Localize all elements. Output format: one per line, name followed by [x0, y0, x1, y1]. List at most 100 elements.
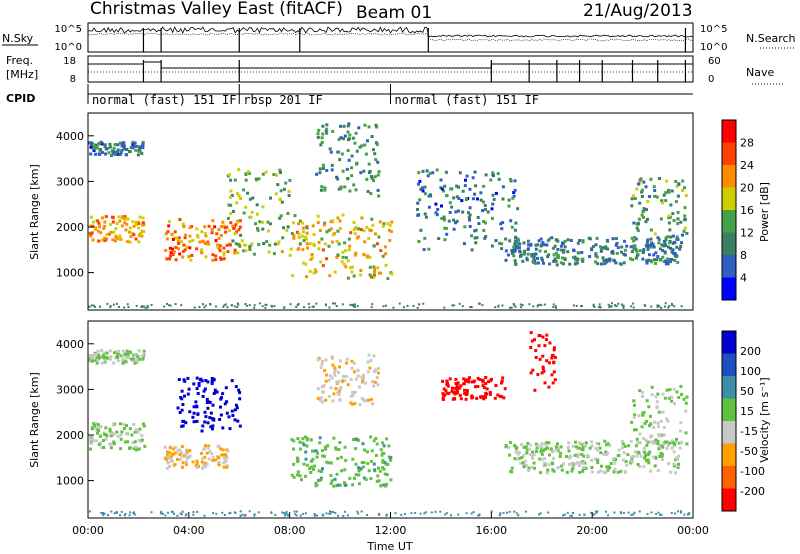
heatmap-cell	[133, 440, 137, 444]
heatmap-cell	[360, 144, 364, 148]
heatmap-cell	[574, 445, 578, 449]
heatmap-cell	[528, 443, 532, 447]
heatmap-cell	[367, 162, 371, 166]
heatmap-cell	[548, 341, 552, 345]
heatmap-cell	[383, 245, 387, 249]
heatmap-cell	[404, 513, 406, 516]
heatmap-cell	[356, 305, 359, 308]
heatmap-cell	[376, 371, 380, 375]
heatmap-cell	[228, 195, 232, 199]
heatmap-cell	[364, 381, 368, 385]
heatmap-cell	[338, 483, 342, 487]
heatmap-cell	[303, 474, 307, 478]
heatmap-cell	[213, 458, 217, 462]
heatmap-cell	[211, 253, 215, 257]
heatmap-cell	[364, 152, 368, 156]
heatmap-cell	[543, 303, 546, 306]
x-tick-label: 20:00	[576, 524, 608, 537]
heatmap-cell	[258, 302, 261, 305]
heatmap-cell	[604, 471, 608, 475]
heatmap-cell	[513, 259, 517, 263]
heatmap-cell	[675, 184, 679, 188]
heatmap-cell	[512, 254, 516, 258]
heatmap-cell	[135, 304, 138, 307]
heatmap-cell	[255, 212, 259, 216]
power-ylabel: Slant Range [km]	[28, 164, 41, 260]
heatmap-cell	[647, 452, 651, 455]
heatmap-cell	[191, 460, 195, 464]
heatmap-cell	[465, 512, 468, 515]
heatmap-cell	[119, 237, 123, 241]
heatmap-cell	[97, 426, 101, 430]
heatmap-cell	[488, 391, 492, 394]
heatmap-cell	[229, 221, 233, 225]
heatmap-cell	[641, 257, 645, 261]
heatmap-cell	[171, 510, 174, 513]
heatmap-cell	[119, 447, 123, 451]
heatmap-cell	[100, 348, 104, 352]
heatmap-cell	[579, 461, 583, 464]
heatmap-cell	[574, 261, 578, 265]
heatmap-cell	[503, 387, 507, 391]
heatmap-cell	[590, 470, 594, 474]
heatmap-cell	[210, 227, 214, 231]
heatmap-cell	[387, 444, 391, 448]
heatmap-cell	[541, 241, 545, 245]
heatmap-cell	[674, 458, 677, 462]
heatmap-cell	[659, 419, 663, 423]
heatmap-cell	[231, 413, 235, 417]
heatmap-cell	[303, 306, 305, 309]
heatmap-cell	[586, 454, 589, 458]
heatmap-cell	[471, 395, 475, 399]
heatmap-cell	[683, 206, 687, 210]
heatmap-cell	[539, 471, 543, 475]
heatmap-cell	[376, 367, 380, 371]
heatmap-cell	[441, 379, 445, 383]
heatmap-cell	[521, 259, 525, 263]
heatmap-cell	[552, 346, 556, 350]
heatmap-cell	[232, 227, 236, 230]
heatmap-cell	[551, 246, 555, 250]
heatmap-cell	[204, 379, 208, 382]
heatmap-cell	[209, 303, 212, 306]
heatmap-cell	[367, 236, 371, 240]
heatmap-cell	[325, 127, 329, 131]
heatmap-cell	[97, 443, 101, 446]
heatmap-cell	[366, 360, 370, 364]
heatmap-cell	[447, 391, 451, 395]
heatmap-cell	[322, 166, 325, 170]
heatmap-cell	[129, 511, 132, 514]
heatmap-cell	[527, 466, 531, 470]
heatmap-cell	[521, 461, 525, 465]
heatmap-cell	[370, 449, 374, 453]
heatmap-cell	[632, 221, 636, 225]
heatmap-cell	[345, 375, 349, 379]
heatmap-cell	[445, 512, 448, 515]
heatmap-cell	[667, 221, 671, 225]
heatmap-cell	[171, 447, 175, 451]
heatmap-cell	[517, 246, 521, 250]
heatmap-cell	[304, 262, 308, 266]
heatmap-cell	[661, 410, 665, 414]
heatmap-cell	[105, 351, 109, 355]
heatmap-cell	[634, 444, 638, 448]
heatmap-cell	[620, 440, 624, 443]
heatmap-cell	[672, 219, 676, 222]
heatmap-cell	[207, 224, 211, 228]
heatmap-cell	[195, 465, 199, 469]
heatmap-cell	[534, 247, 538, 251]
heatmap-cell	[226, 250, 230, 254]
heatmap-cell	[261, 305, 264, 308]
heatmap-cell	[448, 377, 452, 381]
heatmap-cell	[142, 223, 146, 227]
heatmap-cell	[660, 513, 663, 516]
heatmap-cell	[279, 171, 282, 175]
heatmap-cell	[620, 446, 624, 450]
heatmap-cell	[297, 232, 301, 236]
heatmap-cell	[665, 179, 668, 183]
heatmap-cell	[369, 359, 373, 362]
heatmap-cell	[630, 236, 634, 240]
heatmap-cell	[540, 452, 544, 456]
heatmap-cell	[231, 209, 235, 213]
heatmap-cell	[225, 411, 229, 415]
